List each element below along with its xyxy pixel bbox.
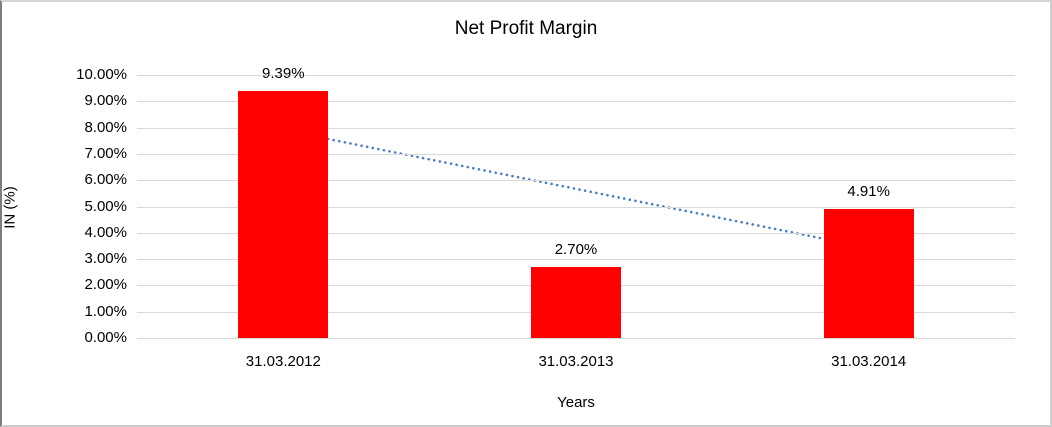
gridline — [137, 338, 1015, 339]
bar-data-label: 2.70% — [554, 240, 598, 258]
gridline — [137, 75, 1015, 76]
y-axis-tick-label: 2.00% — [84, 276, 127, 294]
x-axis-tick-label: 31.03.2012 — [245, 353, 321, 370]
chart-title: Net Profit Margin — [454, 18, 598, 39]
y-axis-tick-label: 3.00% — [84, 250, 127, 268]
bar-data-label: 9.39% — [262, 65, 305, 83]
gridline — [137, 101, 1015, 103]
y-axis-tick-label: 1.00% — [84, 302, 127, 320]
gridline — [137, 259, 1015, 261]
bar — [531, 266, 621, 338]
gridline — [137, 127, 1015, 129]
y-axis-tick-label: 5.00% — [84, 197, 127, 215]
y-axis-tick-label: 0.00% — [84, 329, 127, 346]
gridline — [137, 153, 1015, 155]
gridline — [137, 232, 1015, 234]
x-axis-tick-label: 31.03.2014 — [831, 353, 907, 370]
y-axis-tick-label: 8.00% — [84, 118, 127, 136]
bar — [238, 91, 329, 338]
gridline — [137, 206, 1015, 208]
y-axis-tick-label: 10.00% — [76, 66, 127, 83]
y-axis-tick-label: 7.00% — [84, 144, 127, 162]
y-axis-tick-label: 4.00% — [84, 223, 127, 241]
bar-data-label: 4.91% — [847, 182, 890, 200]
y-axis-tick-label: 6.00% — [84, 171, 127, 189]
x-axis-title: Years — [557, 394, 595, 411]
x-axis-tick-label: 31.03.2013 — [538, 353, 614, 370]
bar — [823, 208, 914, 338]
gridline — [137, 180, 1015, 182]
y-axis-tick-label: 9.00% — [84, 92, 127, 110]
